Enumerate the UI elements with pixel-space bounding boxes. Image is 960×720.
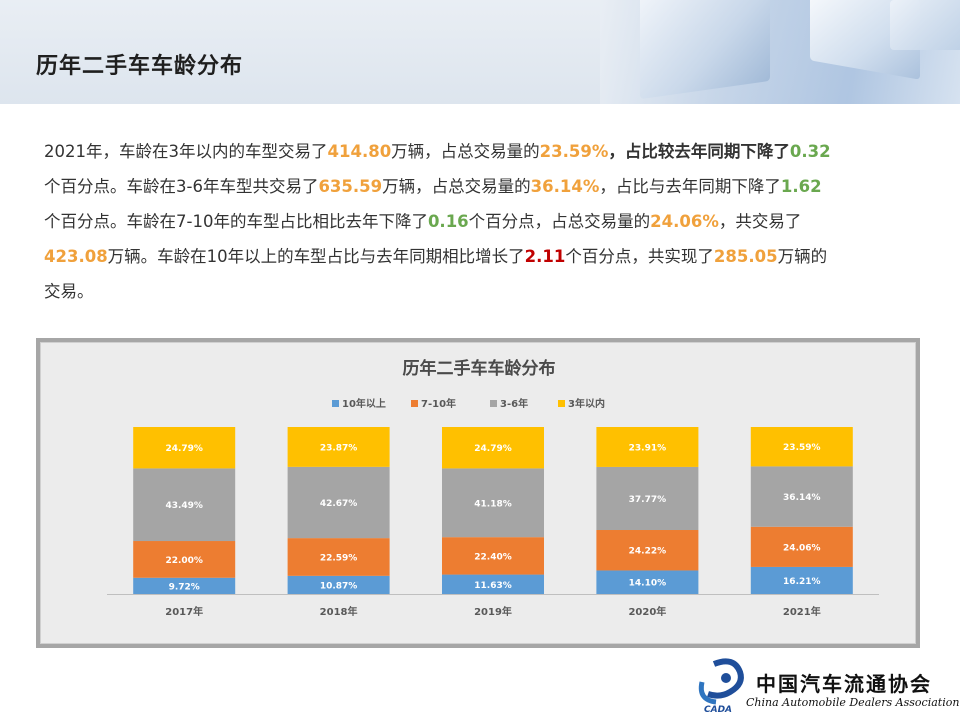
data-label: 22.40%: [474, 552, 512, 562]
summary-text: 个百分点，共实现了: [565, 247, 714, 266]
bar-segment: [750, 466, 853, 527]
summary-line: 2021年，车龄在3年以内的车型交易了414.80万辆，占总交易量的23.59%…: [44, 134, 924, 169]
bar-segment: [750, 526, 853, 567]
summary-text: ，占比较去年同期下降了: [608, 142, 790, 161]
highlight-value: 36.14%: [530, 177, 600, 196]
data-label: 24.79%: [474, 444, 512, 454]
chart-title: 历年二手车车龄分布: [403, 358, 556, 379]
summary-line: 个百分点。车龄在7-10年的车型占比相比去年下降了0.16个百分点，占总交易量的…: [44, 204, 924, 239]
legend-label: 7-10年: [421, 397, 456, 410]
logo-english-name: China Automobile Dealers Association: [746, 696, 960, 709]
summary-line: 423.08万辆。车龄在10年以上的车型占比与去年同期相比增长了2.11个百分点…: [44, 239, 924, 274]
summary-text: ，共交易了: [718, 212, 802, 231]
data-label: 42.67%: [320, 499, 358, 509]
chart-frame: 历年二手车车龄分布 10年以上 7-10年 3-6年 3年以内 9.72% 22.00% 43…: [36, 338, 920, 648]
bar-segment: [596, 466, 699, 531]
legend-label: 3-6年: [500, 397, 528, 410]
summary-line: 个百分点。车龄在3-6年车型共交易了635.59万辆，占总交易量的36.14%，…: [44, 169, 924, 204]
header-banner: 历年二手车车龄分布: [0, 0, 960, 104]
data-label: 23.59%: [783, 443, 821, 453]
summary-text: 万辆的: [777, 247, 828, 266]
summary-text: 万辆。车龄在10年以上的车型占比与去年同期相比增长了: [107, 247, 525, 266]
page-title: 历年二手车车龄分布: [36, 54, 244, 79]
bar-segment: [287, 466, 390, 539]
data-label: 22.00%: [165, 556, 203, 566]
bar-segment: [287, 538, 390, 576]
data-label: 16.21%: [783, 577, 821, 587]
decorative-cube: [890, 0, 960, 50]
header-photo: [600, 0, 960, 104]
legend-swatch: [558, 400, 565, 407]
data-label: 10.87%: [320, 581, 358, 591]
data-label: 14.10%: [629, 579, 667, 589]
legend-swatch: [332, 400, 339, 407]
bar-segment: [133, 468, 236, 542]
cada-emblem-icon: CADA: [698, 658, 744, 714]
bar-segment: [750, 566, 853, 594]
highlight-value: 285.05: [713, 247, 778, 266]
bar-segment: [596, 570, 699, 594]
data-label: 11.63%: [474, 581, 512, 591]
legend-label: 10年以上: [342, 397, 386, 410]
bar-segment: [442, 574, 544, 594]
bar-segment: [133, 541, 236, 578]
bar-segment: [596, 427, 699, 467]
cada-mark-text: CADA: [704, 705, 732, 714]
summary-text: 交易。: [44, 282, 94, 301]
highlight-value: 635.59: [318, 177, 383, 196]
highlight-value: 23.59%: [539, 142, 609, 161]
bar-segment: [596, 530, 699, 571]
logo-chinese-name: 中国汽车流通协会: [756, 672, 932, 696]
data-label: 41.18%: [474, 499, 512, 509]
legend-swatch: [490, 400, 497, 407]
data-label: 23.87%: [320, 443, 358, 453]
cada-logo: CADA 中国汽车流通协会 China Automobile Dealers A…: [694, 654, 959, 714]
highlight-value: 414.80: [327, 142, 392, 161]
data-label: 23.91%: [629, 443, 667, 453]
summary-paragraph: 2021年，车龄在3年以内的车型交易了414.80万辆，占总交易量的23.59%…: [44, 134, 924, 309]
summary-text: ，占比与去年同期下降了: [599, 177, 781, 196]
bar-segment: [133, 577, 236, 594]
legend-label: 3年以内: [568, 397, 605, 410]
data-label: 9.72%: [169, 582, 200, 592]
data-label: 24.06%: [783, 543, 821, 553]
highlight-value: 0.16: [427, 212, 469, 231]
x-tick-label: 2018年: [320, 605, 358, 618]
x-tick-label: 2021年: [783, 605, 821, 618]
summary-text: 个百分点。车龄在3-6年车型共交易了: [44, 177, 319, 196]
highlight-value: 2.11: [524, 247, 566, 266]
decorative-cube: [640, 0, 770, 100]
x-tick-label: 2020年: [628, 605, 666, 618]
stacked-bar-chart: 历年二手车车龄分布 10年以上 7-10年 3-6年 3年以内 9.72% 22.00% 43…: [107, 358, 879, 618]
summary-text: 个百分点，占总交易量的: [468, 212, 651, 231]
x-tick-label: 2017年: [165, 605, 203, 618]
data-label: 24.22%: [629, 547, 667, 557]
highlight-value: 423.08: [44, 247, 108, 266]
bar-segment: [442, 427, 544, 469]
data-label: 36.14%: [783, 493, 821, 503]
summary-text: 万辆，占总交易量的: [382, 177, 531, 196]
chart-panel: 历年二手车车龄分布 10年以上 7-10年 3-6年 3年以内 9.72% 22.00% 43…: [40, 342, 916, 644]
summary-text: 个百分点。车龄在7-10年的车型占比相比去年下降了: [44, 212, 428, 231]
bar-segment: [287, 427, 390, 467]
summary-text: 万辆，占总交易量的: [391, 142, 540, 161]
highlight-value: 24.06%: [650, 212, 719, 231]
bar-segment: [287, 575, 390, 594]
x-tick-label: 2019年: [474, 605, 512, 618]
summary-text: 2021年，车龄在3年以内的车型交易了: [44, 142, 328, 161]
data-label: 22.59%: [320, 553, 358, 563]
bar-segment: [442, 468, 544, 538]
bar-segment: [133, 427, 236, 469]
summary-line: 交易。: [44, 274, 924, 309]
data-label: 37.77%: [629, 495, 667, 505]
highlight-value: 1.62: [780, 177, 822, 196]
data-label: 43.49%: [165, 501, 203, 511]
bar-segment: [750, 427, 853, 467]
legend-swatch: [411, 400, 418, 407]
bar-segment: [442, 537, 544, 575]
data-label: 24.79%: [165, 444, 203, 454]
highlight-value: 0.32: [789, 142, 831, 161]
